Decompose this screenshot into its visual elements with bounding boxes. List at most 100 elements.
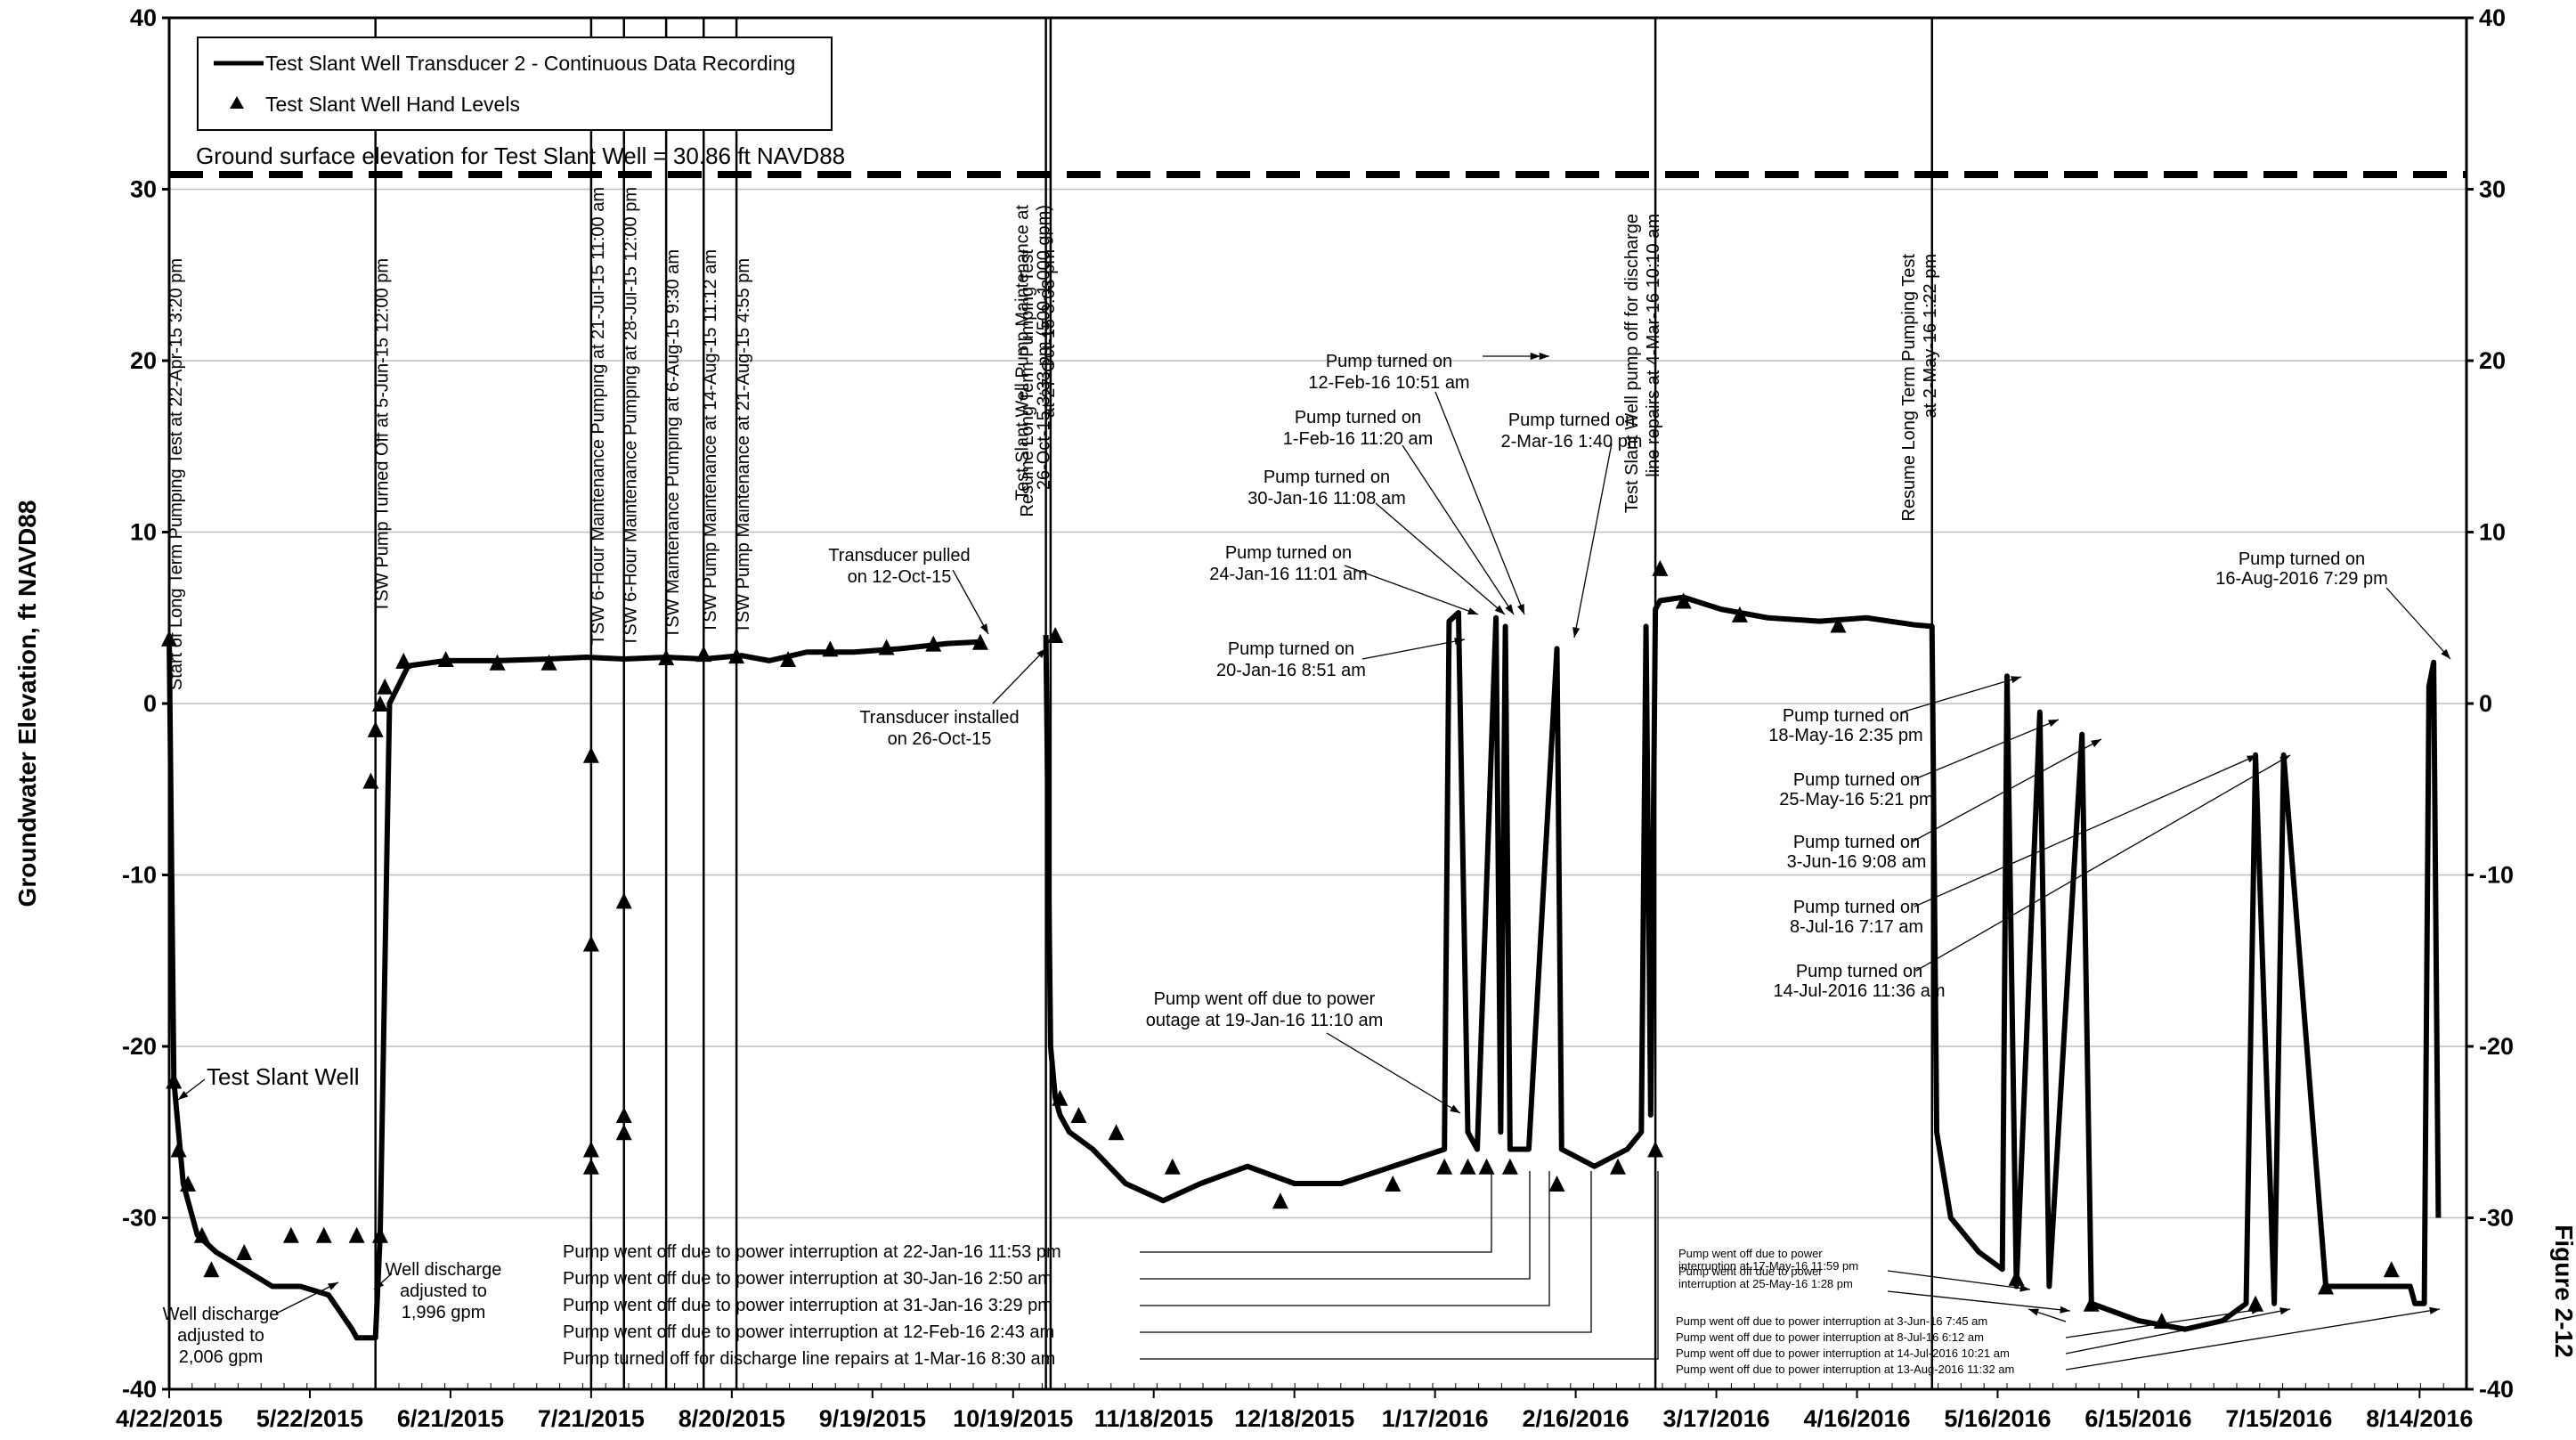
annotation-text: interruption at 25-May-16 1:28 pm <box>1678 1277 1853 1290</box>
hand-level-point <box>2153 1313 2170 1329</box>
hand-level-point <box>1609 1158 1626 1175</box>
arrow-head <box>2048 720 2059 728</box>
annotation-text: Pump turned on <box>1796 962 1922 981</box>
hand-level-point <box>780 650 797 667</box>
y-tick-label-right: 0 <box>2479 690 2492 717</box>
annotation-leader <box>1140 1171 1659 1360</box>
hand-level-point <box>2008 1269 2025 1286</box>
arrow-head <box>178 1090 189 1100</box>
x-tick-label: 7/15/2016 <box>2225 1405 2332 1432</box>
annotation-text: Pump turned on <box>1228 639 1354 659</box>
arrow-head <box>1516 604 1524 614</box>
annotation-text: outage at 19-Jan-16 11:10 am <box>1146 1011 1383 1030</box>
annotation-text: Transducer pulled <box>828 546 970 565</box>
power-interruption-label: Pump went off due to power interruption … <box>1676 1346 2010 1360</box>
hand-level-point <box>377 678 394 695</box>
annotation-text: Pump turned on <box>1225 543 1352 563</box>
annotation-text: 2,006 gpm <box>179 1347 264 1367</box>
legend: Test Slant Well Transducer 2 - Continuou… <box>197 37 833 131</box>
annotation-text: on 12-Oct-15 <box>848 567 952 587</box>
annotation-text: 1,996 gpm <box>402 1303 486 1322</box>
figure-label: Figure 2-12 <box>2550 1224 2576 1357</box>
event-label: TSW Maintenance Pumping at 6-Aug-15 9:30… <box>663 249 683 639</box>
annotation-leader <box>992 647 1047 704</box>
hand-level-point <box>1459 1158 1476 1175</box>
x-tick-label: 6/21/2015 <box>397 1405 504 1432</box>
y-tick-label-left: 30 <box>130 176 157 203</box>
annotation-text: Well discharge <box>386 1260 502 1280</box>
annotation-leader <box>1573 443 1613 639</box>
annotation-text: 30-Jan-16 11:08 am <box>1247 489 1406 508</box>
hand-level-point <box>437 650 454 667</box>
arrow-head <box>2091 739 2101 747</box>
annotation-text: 1-Feb-16 11:20 am <box>1283 429 1434 449</box>
legend-entry-hand-levels: Test Slant Well Hand Levels <box>265 93 520 116</box>
y-tick-label-right: -30 <box>2479 1205 2514 1232</box>
annotation-leader <box>1914 754 2258 907</box>
annotation-leader <box>952 569 989 635</box>
y-tick-label-left: -40 <box>122 1376 157 1403</box>
arrow-head <box>2429 1306 2440 1314</box>
annotation-leader <box>1140 1171 1592 1333</box>
annotation-text: Pump turned on <box>1793 833 1920 852</box>
transducer-series <box>167 594 2442 1341</box>
annotation-text: 8-Jul-16 7:17 am <box>1790 917 1923 937</box>
x-tick-label: 1/17/2016 <box>1382 1405 1489 1432</box>
hand-level-point <box>1548 1176 1565 1192</box>
y-tick-label-right: -40 <box>2479 1376 2514 1403</box>
annotation-leader <box>1344 565 1479 615</box>
hand-level-point <box>180 1176 197 1192</box>
power-interruption-label: Pump went off due to power interruption … <box>1676 1363 2014 1376</box>
arrow-head <box>1572 627 1581 638</box>
hand-level-point <box>1436 1158 1453 1175</box>
annotation-leader <box>2065 1308 2291 1355</box>
event-label-line1: Test Slant Well Pump Maintenance at <box>1013 205 1033 500</box>
annotation-text: adjusted to <box>400 1281 487 1301</box>
annotations: Start of Long Term Pumping Test at 22-Ap… <box>163 18 2451 1389</box>
x-tick-label: 12/18/2015 <box>1234 1405 1354 1432</box>
event-label-line1: Test Slant Well pump off for discharge <box>1622 214 1642 513</box>
annotation-leader <box>1140 1171 1531 1280</box>
y-tick-label-right: -20 <box>2479 1033 2514 1060</box>
arrow-head <box>2247 755 2257 763</box>
hand-level-point <box>315 1226 332 1243</box>
arrow-head <box>1539 352 1549 361</box>
hand-level-point <box>1478 1158 1495 1175</box>
annotation-leader <box>1887 1290 2071 1312</box>
event-label-line2: 26-Oct-15 3:33 pm (500-1,000 gpm) <box>1035 205 1054 490</box>
power-interruption-label: Pump went off due to power interruption … <box>563 1269 1052 1289</box>
axes: -40 -40 -30 -30 -20 -20 -10 -10 0 0 10 10 20 20 30 30 40… <box>116 4 2514 1432</box>
hand-level-point <box>1830 616 1847 633</box>
annotation-text: 2-Mar-16 1:40 pm <box>1501 432 1643 452</box>
event-label-line2: at 27-Oct-15 3:03 pm <box>1039 249 1059 418</box>
power-interruption-label: Pump went off due to power interruption … <box>563 1296 1052 1315</box>
event-label: TSW 6-Hour Maintenance Pumping at 21-Jul… <box>589 187 608 645</box>
annotation-leader <box>2065 1308 2441 1371</box>
annotation-leader <box>275 1281 339 1314</box>
annotation-leader <box>1900 676 2022 713</box>
annotation-leader <box>1914 719 2060 780</box>
annotation-text: adjusted to <box>177 1326 264 1346</box>
annotation-text: 3-Jun-16 9:08 am <box>1787 852 1927 872</box>
annotation-text: Pump turned on <box>2239 549 2365 569</box>
x-tick-label: 8/20/2015 <box>679 1405 785 1432</box>
annotation-text: Pump turned on <box>1264 468 1390 487</box>
y-tick-label-left: 20 <box>130 347 157 374</box>
arrow-head <box>979 623 988 634</box>
event-label-line2: at 2-May-16 1:22 pm <box>1921 254 1940 419</box>
power-interruption-label: Pump went off due to power interruption … <box>1676 1330 1984 1344</box>
x-tick-label: 4/22/2015 <box>116 1405 223 1432</box>
hand-level-point <box>540 654 557 671</box>
y-tick-label-left: -20 <box>122 1033 157 1060</box>
hand-level-point <box>1731 606 1748 622</box>
annotation-text: Pump went off due to power <box>1678 1265 1823 1278</box>
annotation-text: 24-Jan-16 11:01 am <box>1209 565 1368 584</box>
hand-level-point <box>282 1226 299 1243</box>
annotation-text: on 26-Oct-15 <box>888 729 992 749</box>
y-tick-label-right: 40 <box>2479 4 2506 31</box>
annotation-text: 25-May-16 5:21 pm <box>1779 790 1933 809</box>
x-tick-label: 5/16/2016 <box>1944 1405 2051 1432</box>
annotation-leader <box>1915 754 2291 972</box>
arrow-head <box>2251 1306 2262 1314</box>
